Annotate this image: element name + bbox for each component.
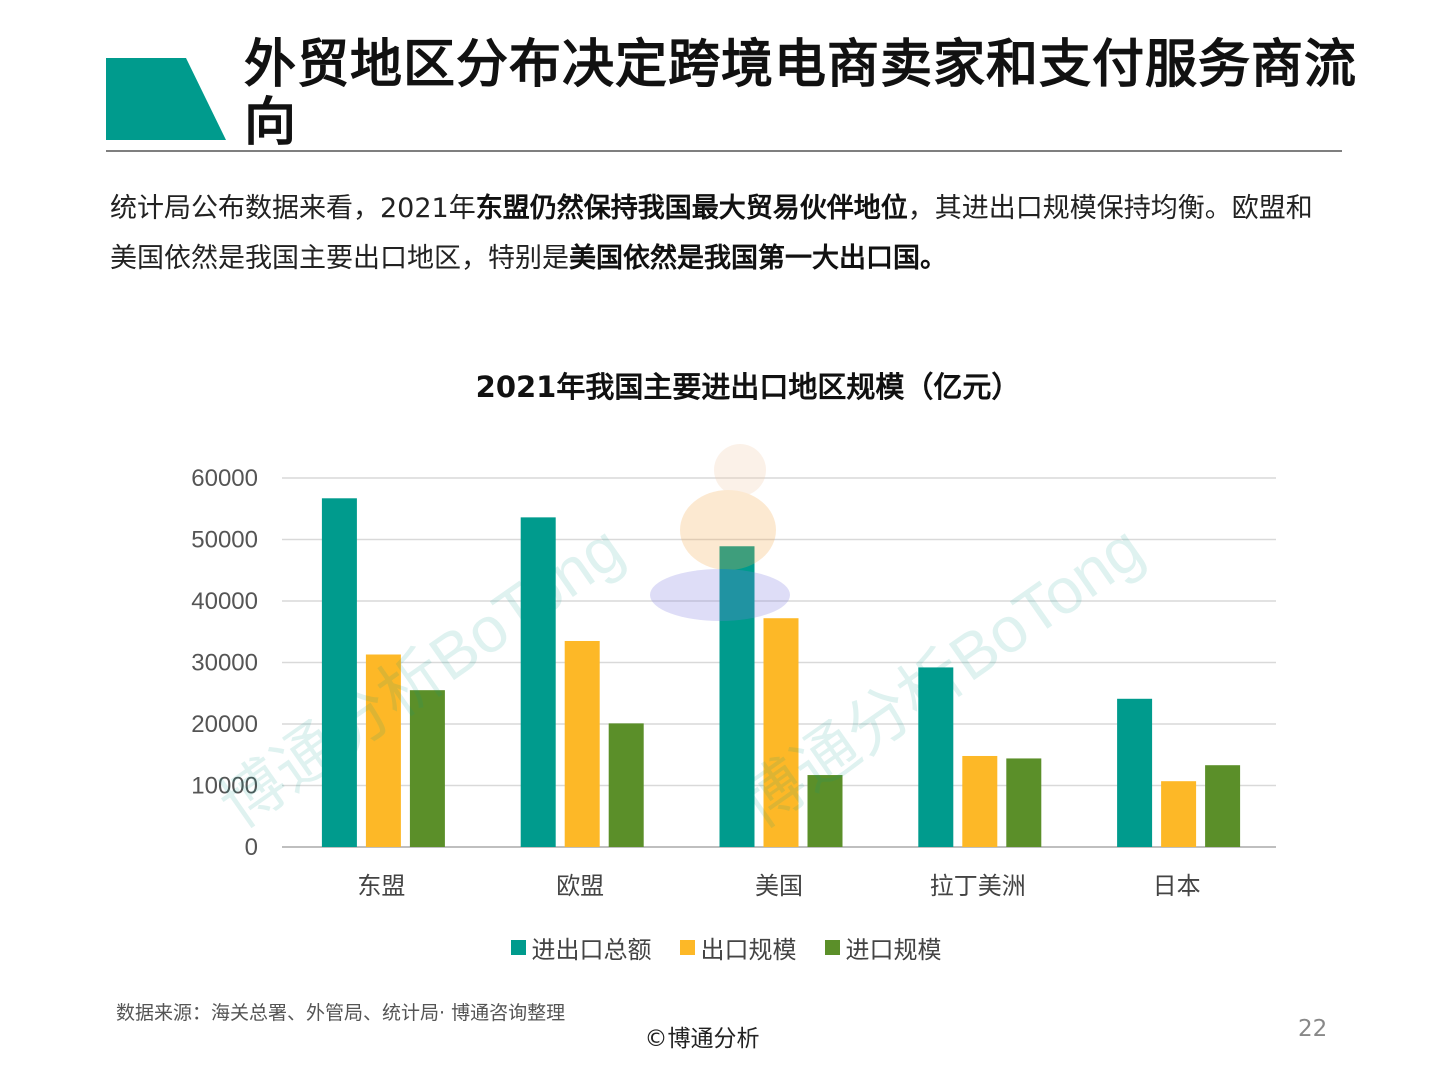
- legend-label-import: 进口规模: [845, 936, 942, 964]
- bar: [1006, 758, 1042, 847]
- chart-title: 2021年我国主要进出口地区规模（亿元）: [475, 370, 1021, 404]
- bar: [807, 775, 843, 847]
- bar: [918, 667, 954, 847]
- legend-label-export: 出口规模: [700, 936, 797, 964]
- x-tick-label: 日本: [1153, 872, 1201, 900]
- y-tick-label: 60000: [191, 465, 258, 492]
- legend-item-total: 进出口总额: [510, 930, 652, 965]
- y-tick-label: 0: [245, 834, 258, 861]
- legend-item-export: 出口规模: [679, 930, 797, 965]
- y-tick-label: 40000: [191, 588, 258, 615]
- bar: [608, 723, 644, 847]
- bar: [1161, 781, 1197, 847]
- bar: [409, 690, 445, 847]
- bar: [1205, 765, 1241, 847]
- x-tick-label: 欧盟: [556, 872, 604, 900]
- x-tick-label: 拉丁美洲: [930, 872, 1026, 900]
- title-divider: [106, 150, 1342, 152]
- chart-legend: 进出口总额 出口规模 进口规模: [0, 930, 1440, 965]
- bar: [962, 755, 998, 847]
- y-tick-label: 30000: [191, 650, 258, 677]
- legend-swatch-total: [510, 940, 526, 955]
- x-tick-label: 美国: [755, 872, 803, 900]
- intro-bold-2: 美国依然是我国第一大出口国。: [569, 243, 947, 274]
- intro-text-1: 统计局公布数据来看，2021年: [110, 193, 476, 224]
- legend-swatch-export: [679, 940, 695, 955]
- legend-item-import: 进口规模: [824, 930, 942, 965]
- legend-label-total: 进出口总额: [531, 936, 652, 964]
- legend-swatch-import: [824, 940, 840, 955]
- intro-bold-1: 东盟仍然保持我国最大贸易伙伴地位: [475, 193, 908, 224]
- y-tick-label: 50000: [191, 527, 258, 554]
- title-accent-shape: [106, 58, 226, 140]
- x-tick-label: 东盟: [357, 872, 405, 900]
- bar: [763, 618, 799, 847]
- intro-text-2: ，其进出口规模保持均衡。欧盟和美国依然是我国主要出口地区，特别是: [110, 193, 1313, 274]
- bar: [564, 640, 600, 847]
- bar: [719, 546, 755, 847]
- y-tick-label: 20000: [191, 711, 258, 738]
- page-number: 22: [1298, 1016, 1328, 1042]
- intro-paragraph: 统计局公布数据来看，2021年东盟仍然保持我国最大贸易伙伴地位，其进出口规模保持…: [110, 184, 1330, 284]
- page-title: 外贸地区分布决定跨境电商卖家和支付服务商流向: [244, 35, 1358, 153]
- bar: [520, 517, 556, 847]
- y-tick-label: 10000: [191, 773, 258, 800]
- data-source-note: 数据来源：海关总署、外管局、统计局· 博通咨询整理: [116, 1002, 566, 1024]
- bar: [365, 654, 401, 847]
- bar: [321, 498, 357, 847]
- copyright-text: ©博通分析: [644, 1026, 760, 1052]
- bar: [1117, 698, 1153, 847]
